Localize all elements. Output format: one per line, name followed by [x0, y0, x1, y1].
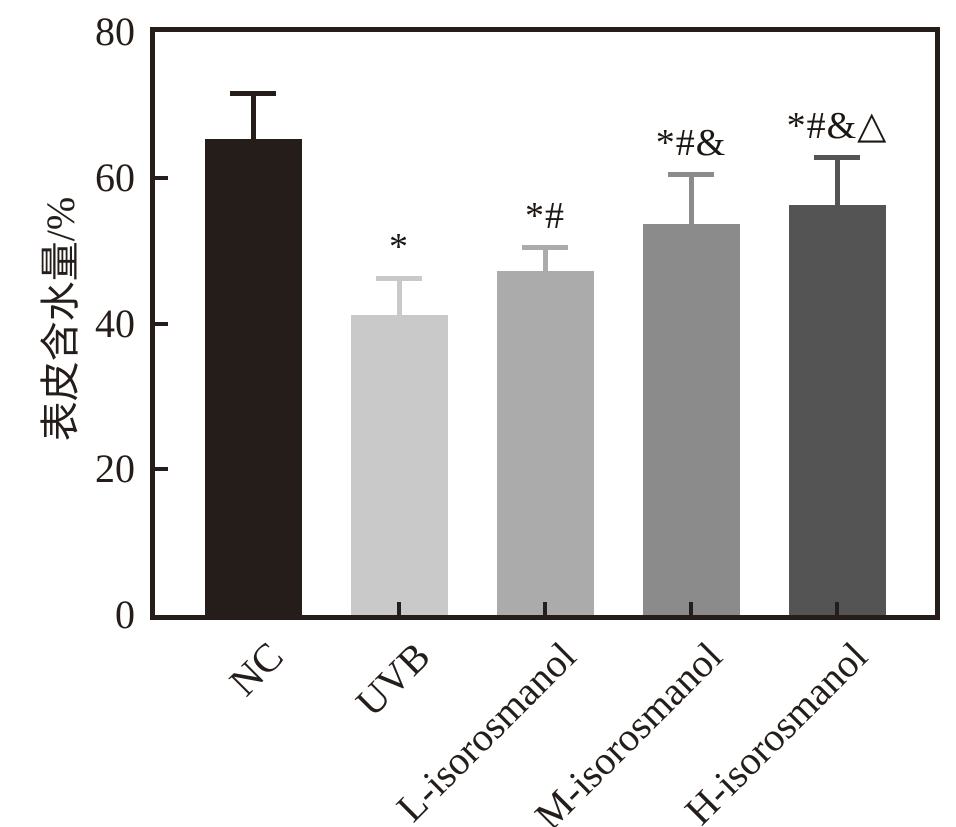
error-bar-stem — [688, 172, 694, 224]
significance-annotation: *#&△ — [786, 105, 888, 147]
error-bar-stem — [834, 155, 840, 205]
y-tick-label: 60 — [95, 154, 135, 200]
x-axis-tick — [543, 602, 547, 615]
error-bar-cap — [522, 245, 568, 250]
bar-NC — [204, 139, 302, 615]
x-axis-tick — [251, 602, 255, 615]
error-bar-cap — [668, 172, 714, 177]
significance-annotation: *# — [525, 195, 565, 237]
error-bar-cap — [376, 276, 422, 281]
significance-annotation: *#& — [655, 122, 727, 164]
bar-UVB — [350, 315, 448, 615]
bar-M-isorosmanol — [642, 224, 740, 615]
x-tick-label-NC: NC — [220, 633, 293, 705]
error-bar-cap — [814, 155, 860, 160]
error-bar-stem — [250, 91, 256, 139]
bar-L-isorosmanol — [496, 271, 594, 615]
y-tick-label: 20 — [95, 446, 135, 492]
x-axis-tick — [397, 602, 401, 615]
significance-annotation: * — [389, 226, 409, 268]
y-axis-tick — [155, 321, 168, 326]
error-bar-stem — [396, 276, 402, 315]
y-axis-tick — [155, 175, 168, 180]
x-axis-tick — [835, 602, 839, 615]
x-axis-tick — [689, 602, 693, 615]
error-bar-stem — [542, 245, 548, 271]
y-axis-tick — [155, 467, 168, 472]
y-tick-label: 40 — [95, 300, 135, 346]
error-bar-cap — [230, 91, 276, 96]
y-tick-label: 0 — [115, 592, 135, 637]
y-tick-label: 80 — [95, 9, 135, 54]
bar-H-isorosmanol — [788, 205, 886, 615]
plot-area: * *# *#& *#&△ — [150, 27, 940, 620]
x-tick-label-UVB: UVB — [346, 633, 439, 725]
